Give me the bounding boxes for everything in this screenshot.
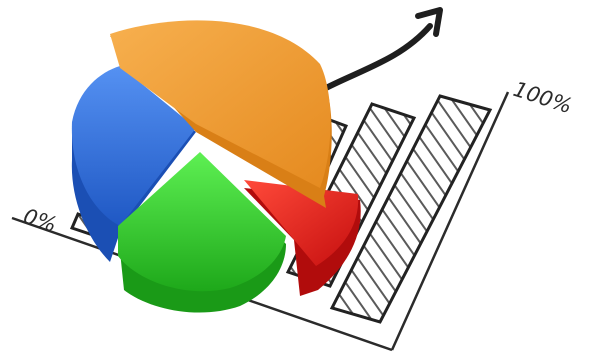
pie-slice-green [118,152,286,313]
pie-slice-orange [110,20,332,208]
pie-chart [71,20,361,313]
trend-arrow-icon [319,7,443,93]
axis-max-label: 100% [510,77,575,118]
vertical-axis [390,91,510,351]
axis-min-label: 0% [20,204,59,237]
pie-slice-blue [71,66,196,262]
pie-slice-red [244,180,361,296]
bar-tall [329,94,493,324]
